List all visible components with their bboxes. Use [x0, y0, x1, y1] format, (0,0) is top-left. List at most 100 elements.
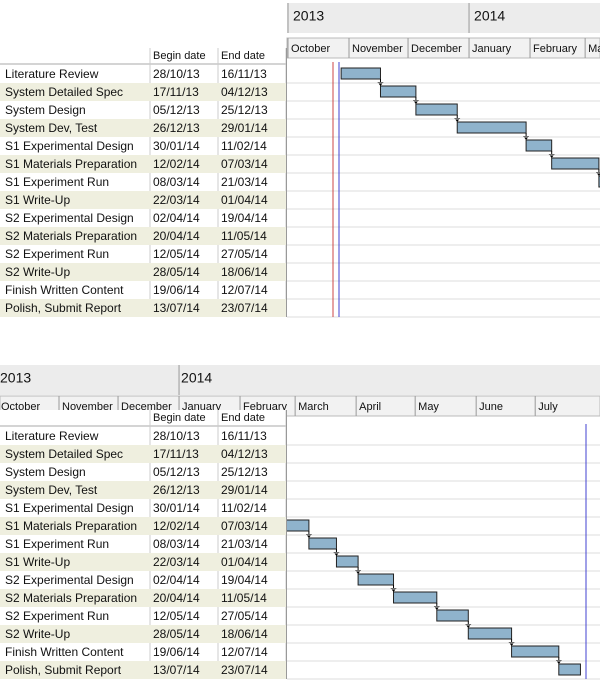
table-header — [0, 410, 286, 426]
task-name: System Detailed Spec — [5, 85, 123, 99]
task-bar — [357, 573, 395, 586]
begin-date: 28/10/13 — [153, 429, 200, 443]
begin-date: 28/05/14 — [153, 627, 200, 641]
begin-date: 20/04/14 — [153, 591, 200, 605]
begin-date: 30/01/14 — [153, 139, 200, 153]
month-label: July — [538, 401, 558, 413]
task-bar — [511, 645, 560, 658]
year-label: 2014 — [181, 370, 212, 386]
month-label: October — [291, 43, 330, 55]
begin-date: 08/03/14 — [153, 537, 200, 551]
task-bar — [525, 139, 553, 152]
end-date: 21/03/14 — [221, 537, 268, 551]
task-bar — [287, 519, 310, 532]
month-label: November — [62, 401, 113, 413]
task-name: S1 Materials Preparation — [5, 157, 137, 171]
end-date: 25/12/13 — [221, 103, 268, 117]
begin-date: 28/05/14 — [153, 265, 200, 279]
row-stripe — [0, 481, 286, 499]
row-stripe — [0, 589, 286, 607]
end-date: 19/04/14 — [221, 211, 268, 225]
end-date: 01/04/14 — [221, 555, 268, 569]
column-header: End date — [221, 412, 265, 424]
task-name: System Design — [5, 103, 86, 117]
end-date: 12/07/14 — [221, 283, 268, 297]
begin-date: 12/05/14 — [153, 247, 200, 261]
column-header: Begin date — [153, 50, 206, 62]
end-date: 27/05/14 — [221, 609, 268, 623]
begin-date: 05/12/13 — [153, 103, 200, 117]
task-name: Finish Written Content — [5, 283, 124, 297]
column-header: End date — [221, 50, 265, 62]
end-date: 07/03/14 — [221, 157, 268, 171]
task-name: Polish, Submit Report — [5, 301, 122, 315]
year-label: 2013 — [293, 8, 324, 24]
task-name: Finish Written Content — [5, 645, 124, 659]
end-date: 16/11/13 — [221, 67, 267, 81]
begin-date: 26/12/13 — [153, 483, 200, 497]
task-name: Literature Review — [5, 429, 99, 443]
task-name: S1 Materials Preparation — [5, 519, 137, 533]
task-bar — [598, 175, 600, 188]
row-stripe — [0, 83, 286, 101]
task-bar — [308, 537, 337, 550]
task-bar — [456, 121, 527, 134]
begin-date: 30/01/14 — [153, 501, 200, 515]
task-name: S1 Experimental Design — [5, 139, 134, 153]
end-date: 07/03/14 — [221, 519, 268, 533]
begin-date: 12/05/14 — [153, 609, 200, 623]
month-label: March — [298, 401, 329, 413]
task-name: Polish, Submit Report — [5, 663, 122, 677]
begin-date: 13/07/14 — [153, 301, 200, 315]
begin-date: 22/03/14 — [153, 193, 200, 207]
task-bar — [436, 609, 469, 622]
task-name: System Dev, Test — [5, 483, 98, 497]
begin-date: 26/12/13 — [153, 121, 200, 135]
task-name: S2 Materials Preparation — [5, 591, 137, 605]
end-date: 16/11/13 — [221, 429, 267, 443]
task-bar — [415, 103, 458, 116]
month-label: April — [359, 401, 381, 413]
row-stripe — [0, 155, 286, 173]
month-label: February — [533, 43, 578, 55]
month-label: June — [479, 401, 503, 413]
month-label: May — [418, 401, 439, 413]
month-label: December — [411, 43, 462, 55]
begin-date: 22/03/14 — [153, 555, 200, 569]
row-stripe — [0, 119, 286, 137]
month-label: December — [121, 401, 172, 413]
row-stripe — [0, 227, 286, 245]
end-date: 01/04/14 — [221, 193, 268, 207]
end-date: 12/07/14 — [221, 645, 268, 659]
begin-date: 12/02/14 — [153, 157, 200, 171]
task-name: S2 Write-Up — [5, 627, 70, 641]
end-date: 11/02/14 — [221, 501, 267, 515]
begin-date: 05/12/13 — [153, 465, 200, 479]
end-date: 04/12/13 — [221, 85, 268, 99]
task-bar — [379, 85, 417, 98]
task-name: System Design — [5, 465, 86, 479]
year-label: 2013 — [0, 370, 31, 386]
begin-date: 12/02/14 — [153, 519, 200, 533]
task-bar — [393, 591, 438, 604]
row-stripe — [0, 553, 286, 571]
begin-date: 02/04/14 — [153, 211, 200, 225]
task-name: System Dev, Test — [5, 121, 98, 135]
column-header: Begin date — [153, 412, 206, 424]
begin-date: 20/04/14 — [153, 229, 200, 243]
month-label: January — [472, 43, 512, 55]
task-name: Literature Review — [5, 67, 99, 81]
row-stripe — [0, 191, 286, 209]
year-label: 2014 — [474, 8, 505, 24]
begin-date: 13/07/14 — [153, 663, 200, 677]
end-date: 27/05/14 — [221, 247, 268, 261]
row-stripe — [0, 661, 286, 679]
timeline-header: October November December January February Ma… — [286, 3, 600, 59]
end-date: 25/12/13 — [221, 465, 268, 479]
row-stripe — [0, 445, 286, 463]
task-name: S2 Materials Preparation — [5, 229, 137, 243]
row-stripe — [0, 299, 286, 317]
end-date: 11/05/14 — [221, 229, 267, 243]
task-name: S2 Experimental Design — [5, 573, 134, 587]
